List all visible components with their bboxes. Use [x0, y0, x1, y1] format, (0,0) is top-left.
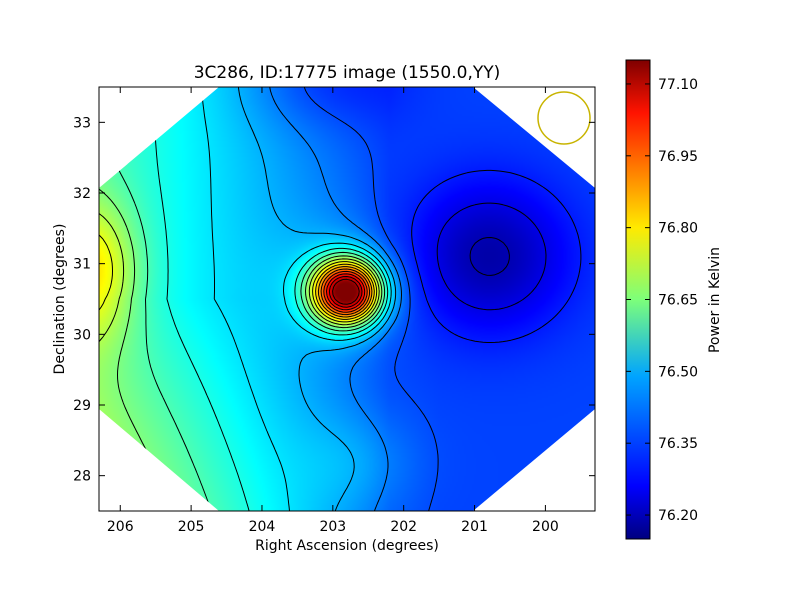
x-axis: 206 205 204 203 202 201 200 — [107, 87, 559, 535]
x-tick-label: 204 — [249, 519, 276, 535]
x-tick-label: 200 — [532, 519, 559, 535]
contour-lines — [99, 87, 582, 511]
heatmap-image — [99, 87, 595, 511]
contour-line — [303, 87, 439, 511]
contour-line — [317, 266, 373, 318]
colorbar-ticks: 76.20 76.35 76.50 76.65 76.80 76.95 77.10 — [626, 77, 698, 524]
y-tick-label: 33 — [73, 115, 91, 131]
y-tick-label: 31 — [73, 257, 91, 273]
plot-frame — [98, 86, 596, 512]
contour-line — [469, 237, 510, 276]
x-tick-label: 206 — [107, 519, 134, 535]
contour-line — [436, 202, 547, 311]
contour-line — [411, 169, 582, 343]
colorbar: 76.20 76.35 76.50 76.65 76.80 76.95 77.10 Powe… — [625, 59, 723, 540]
contour-line — [320, 268, 371, 316]
x-tick-label: 201 — [461, 519, 488, 535]
contour-line — [323, 270, 368, 313]
colorbar-tick-label: 76.20 — [658, 508, 698, 524]
x-tick-label: 202 — [390, 519, 417, 535]
heatmap-raster — [99, 87, 595, 511]
plot-area — [99, 87, 595, 511]
y-axis-label: Declination (degrees) — [52, 224, 68, 375]
contour-line — [326, 273, 366, 311]
colorbar-tick-label: 76.50 — [658, 364, 698, 380]
colorbar-tick-label: 76.80 — [658, 221, 698, 237]
colorbar-label: Power in Kelvin — [707, 247, 723, 353]
contour-line — [315, 263, 375, 320]
colorbar-tick-label: 77.10 — [658, 77, 698, 93]
colorbar-tick-label: 76.95 — [658, 149, 698, 165]
y-tick-label: 29 — [73, 398, 91, 414]
contour-line — [328, 276, 363, 308]
colorbar-tick-label: 76.35 — [658, 436, 698, 452]
contour-line — [237, 87, 397, 511]
x-tick-label: 205 — [178, 519, 205, 535]
x-axis-label: Right Ascension (degrees) — [255, 538, 439, 554]
colorbar-tick-label: 76.65 — [658, 293, 698, 309]
chart-title: 3C286, ID:17775 image (1550.0,YY) — [194, 63, 501, 83]
y-tick-label: 28 — [73, 469, 91, 485]
y-axis: 28 29 30 31 32 33 — [73, 115, 595, 485]
contour-line — [332, 278, 360, 305]
y-tick-label: 30 — [73, 327, 91, 343]
x-tick-label: 203 — [319, 519, 346, 535]
beam-marker — [537, 91, 591, 145]
y-tick-label: 32 — [73, 186, 91, 202]
contour-line — [269, 87, 402, 511]
